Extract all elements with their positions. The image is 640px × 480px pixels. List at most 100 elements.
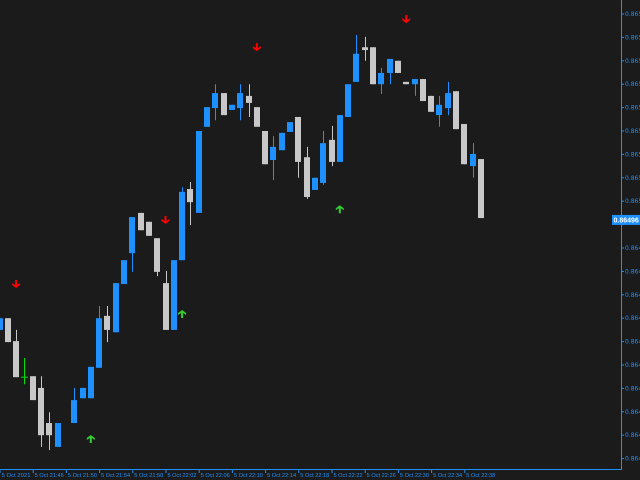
- price-tick-label: 0.86470: [625, 339, 640, 346]
- candle: [171, 260, 177, 330]
- price-tick-label: 0.86460: [625, 385, 640, 392]
- candle: [395, 60, 401, 73]
- candle-body: [461, 123, 467, 165]
- time-tick-label: 5 Oct 21:50: [68, 473, 97, 479]
- price-tick-label: 0.86490: [625, 245, 640, 252]
- candle: [21, 357, 28, 385]
- candle-body: [71, 400, 77, 424]
- candle-body: [221, 93, 227, 116]
- candle: [129, 217, 135, 272]
- time-tick-label: 5 Oct 22:14: [267, 473, 296, 479]
- candle-body: [212, 93, 218, 109]
- price-tick-label: 0.86505: [625, 175, 640, 182]
- candle-body: [96, 318, 102, 368]
- candle-body: [453, 91, 459, 130]
- candle: [187, 182, 193, 226]
- candle: [345, 84, 351, 117]
- candle: [403, 81, 409, 85]
- price-tick-label: 0.86475: [625, 315, 640, 322]
- candle-body: [5, 318, 11, 343]
- price-tick-label: 0.86450: [625, 432, 640, 439]
- candle-body: [55, 423, 61, 447]
- price-tick-label: 0.86525: [625, 81, 640, 88]
- candle-body: [445, 93, 451, 109]
- candle: [320, 131, 326, 185]
- candle: [154, 238, 160, 277]
- candle: [38, 376, 44, 447]
- candle-body: [362, 47, 368, 51]
- candle-body: [262, 131, 268, 165]
- buy-arrow-icon: [178, 310, 187, 319]
- time-tick-label: 5 Oct 22:06: [201, 473, 230, 479]
- price-tick-label: 0.86510: [625, 151, 640, 158]
- candle: [337, 115, 343, 162]
- price-tick-label: 0.86465: [625, 362, 640, 369]
- candle: [237, 84, 243, 121]
- candle: [436, 95, 442, 127]
- candle: [0, 318, 3, 330]
- candle: [295, 116, 301, 178]
- time-tick-label: 5 Oct 22:10: [234, 473, 263, 479]
- price-tick-label: 0.86515: [625, 128, 640, 135]
- candle-body: [171, 260, 177, 330]
- time-axis[interactable]: 5 Oct 2021 5 Oct 21:46 5 Oct 21:50 5 Oct 21…: [0, 469, 495, 479]
- candle: [113, 283, 119, 333]
- candle-body: [478, 159, 484, 219]
- candle-body: [237, 93, 243, 109]
- candle-body: [420, 79, 426, 102]
- candle: [461, 123, 467, 165]
- time-tick-label: 5 Oct 21:54: [101, 473, 130, 479]
- candle: [96, 306, 102, 368]
- candle: [353, 35, 359, 82]
- candle-body: [187, 189, 193, 203]
- price-tick-label: 0.86485: [625, 268, 640, 275]
- candle: [412, 79, 418, 96]
- sell-arrow-icon: [12, 279, 21, 288]
- candle-body: [387, 58, 393, 73]
- candle-body: [38, 387, 44, 436]
- candle-body: [270, 146, 276, 161]
- candle: [5, 318, 11, 343]
- time-tick-label: 5 Oct 22:26: [367, 473, 396, 479]
- candle-body: [353, 53, 359, 82]
- buy-arrow-icon: [335, 205, 344, 214]
- candle-body: [345, 84, 351, 117]
- candle-body: [146, 221, 152, 236]
- price-tick-label: 0.86520: [625, 105, 640, 112]
- candle: [196, 131, 202, 213]
- candle-body: [154, 238, 160, 272]
- candle-body: [395, 60, 401, 73]
- candle: [221, 93, 227, 116]
- price-tick-label: 0.86530: [625, 58, 640, 65]
- price-tick-label: 0.86445: [625, 456, 640, 463]
- candle-body: [104, 315, 110, 330]
- sell-arrow-icon: [402, 15, 411, 24]
- candle: [204, 107, 210, 127]
- candle-body: [412, 79, 418, 85]
- signals-layer: [12, 15, 411, 444]
- candle-body: [113, 283, 119, 333]
- candle: [312, 177, 318, 190]
- candle-body: [403, 81, 409, 85]
- candle-body: [370, 47, 376, 85]
- candle: [453, 91, 459, 130]
- candle: [88, 366, 94, 399]
- current-price-marker: 0.86496: [612, 214, 640, 225]
- price-axis[interactable]: 0.86540 0.86535 0.86530 0.86525 0.86520 0.865…: [621, 11, 640, 463]
- time-tick-label: 5 Oct 22:30: [400, 473, 429, 479]
- candle: [304, 146, 310, 199]
- candle-body: [254, 107, 260, 127]
- candle: [212, 84, 218, 121]
- candle: [428, 95, 434, 112]
- candle: [478, 159, 484, 219]
- candle: [55, 423, 61, 447]
- candle: [420, 79, 426, 102]
- candle-body: [337, 115, 343, 162]
- time-tick-label: 5 Oct 22:22: [334, 473, 363, 479]
- candle: [270, 136, 276, 181]
- candle: [362, 36, 368, 61]
- candle: [378, 67, 384, 95]
- time-tick-label: 5 Oct 22:38: [466, 473, 495, 479]
- candle-body: [196, 131, 202, 213]
